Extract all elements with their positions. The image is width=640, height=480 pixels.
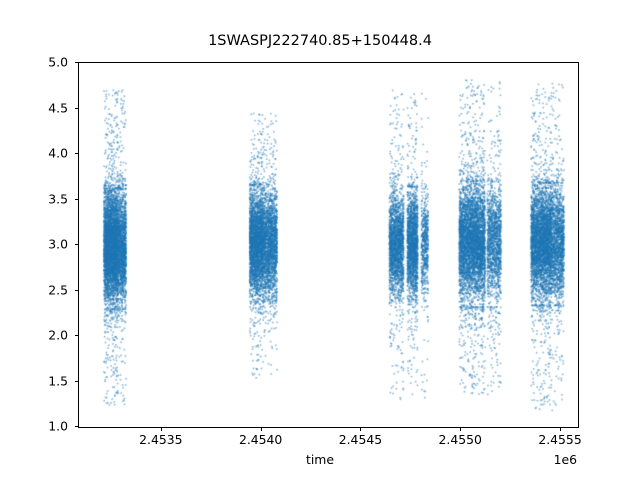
x-tick-mark <box>360 427 362 431</box>
y-tick-mark <box>74 380 78 382</box>
y-tick-label: 2.0 <box>48 327 68 343</box>
x-tick-mark <box>160 427 162 431</box>
y-tick-label: 2.5 <box>48 282 68 297</box>
x-tick-mark <box>460 427 462 431</box>
y-tick-label: 4.5 <box>48 100 68 115</box>
y-tick-mark <box>74 62 78 63</box>
x-tick-mark <box>560 427 562 431</box>
y-tick-label: 3.0 <box>48 236 68 252</box>
x-tick-label: 2.4550 <box>438 432 482 447</box>
y-tick-mark <box>74 153 78 154</box>
y-tick-mark <box>74 289 78 291</box>
page-title: 1SWASPJ222740.85+150448.4 <box>208 33 432 49</box>
y-tick-label: 4.0 <box>48 145 68 161</box>
x-tick-label: 2.4555 <box>538 432 582 447</box>
y-tick-mark <box>74 107 78 109</box>
y-tick-label: 1.5 <box>48 373 68 388</box>
y-tick-mark <box>74 335 78 336</box>
y-tick-mark <box>74 198 78 200</box>
y-tick-label: 3.5 <box>48 191 68 206</box>
y-tick-label: 1.0 <box>48 418 68 434</box>
x-tick-label: 2.4535 <box>139 432 183 447</box>
y-tick-mark <box>74 244 78 245</box>
x-tick-mark <box>260 427 262 431</box>
y-tick-label: 5.0 <box>48 54 68 70</box>
x-axis-label: time <box>306 452 334 467</box>
x-tick-label: 2.4540 <box>238 432 283 447</box>
y-tick-mark <box>74 426 78 427</box>
x-tick-label: 2.4545 <box>338 432 383 447</box>
scatter-plot-canvas <box>79 63 578 427</box>
x-axis-offset-label: 1e6 <box>553 452 577 467</box>
